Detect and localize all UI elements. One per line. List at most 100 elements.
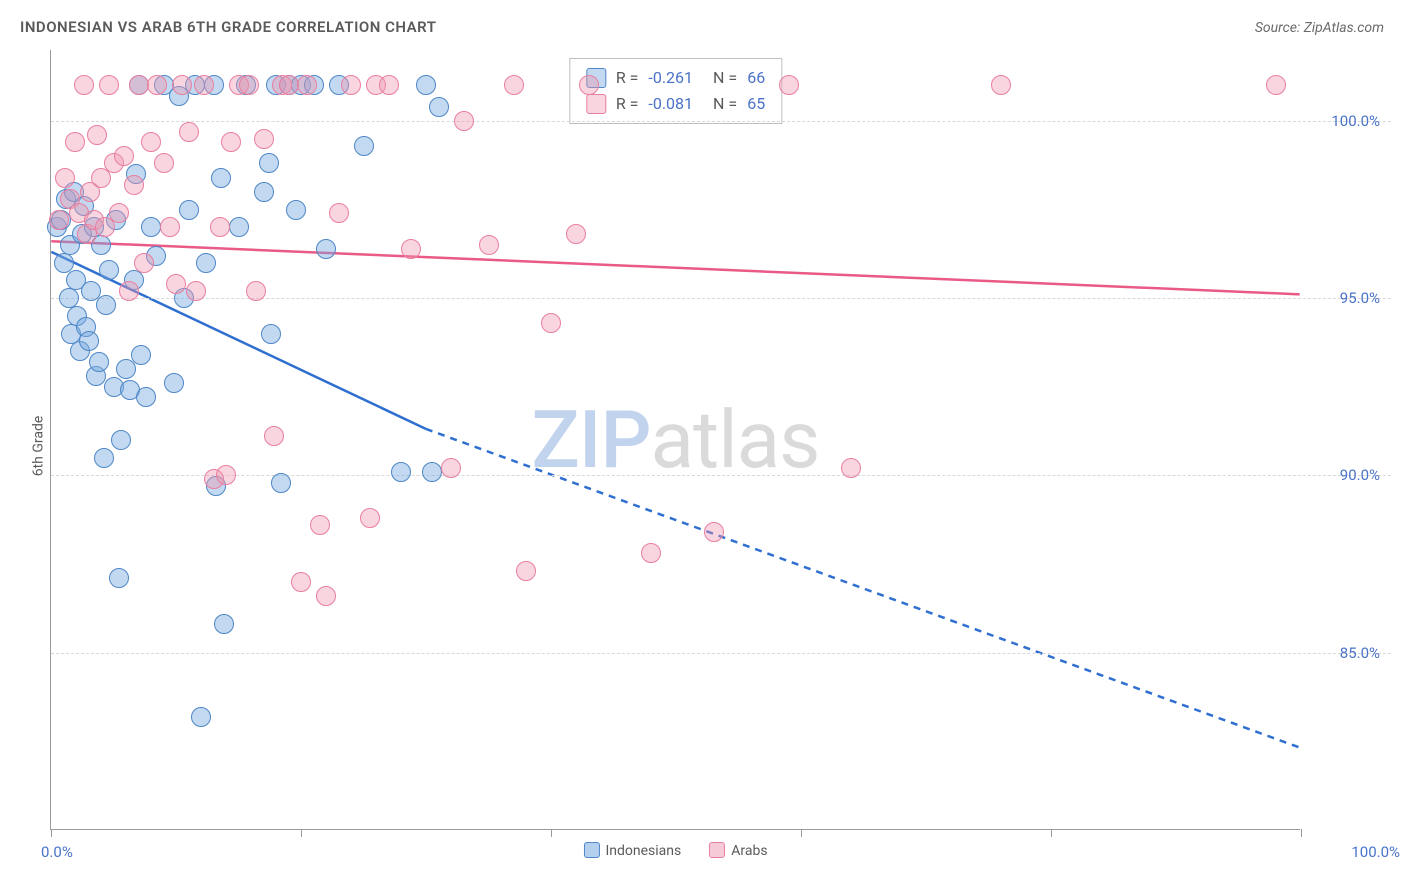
arabs-marker: [55, 168, 75, 188]
indonesians-marker: [429, 97, 449, 117]
arabs-marker: [246, 281, 266, 301]
x-axis-max-label: 100.0%: [1310, 843, 1400, 861]
arabs-marker: [401, 239, 421, 259]
arabs-marker: [779, 75, 799, 95]
arabs-marker: [74, 75, 94, 95]
indonesians-marker: [229, 217, 249, 237]
x-axis-min-label: 0.0%: [41, 843, 73, 861]
arabs-marker: [316, 586, 336, 606]
arabs-marker: [264, 426, 284, 446]
arabs-marker: [341, 75, 361, 95]
arabs-marker: [279, 75, 299, 95]
legend-item: Arabs: [709, 842, 767, 859]
arabs-marker: [99, 75, 119, 95]
stats-n-label: N =: [713, 65, 737, 91]
x-tick: [1051, 829, 1052, 837]
indonesians-marker: [214, 614, 234, 634]
indonesians-marker: [416, 75, 436, 95]
stats-row-arabs: R =-0.081N =65: [586, 91, 765, 117]
watermark-zip: ZIP: [532, 393, 651, 487]
arabs-marker: [160, 217, 180, 237]
stats-r-value: -0.261: [648, 65, 693, 91]
indonesians-marker: [316, 239, 336, 259]
x-tick: [801, 829, 802, 837]
arabs-marker: [186, 281, 206, 301]
legend-label: Indonesians: [605, 843, 681, 859]
arabs-marker: [360, 508, 380, 528]
arabs-marker: [297, 75, 317, 95]
arabs-marker: [579, 75, 599, 95]
stats-swatch-icon: [586, 94, 606, 114]
arabs-marker: [172, 75, 192, 95]
arabs-trendline-solid: [51, 241, 1299, 294]
arabs-marker: [479, 235, 499, 255]
arabs-marker: [254, 129, 274, 149]
arabs-marker: [216, 465, 236, 485]
y-tick-label: 90.0%: [1310, 466, 1380, 484]
indonesians-trendline-dashed: [426, 429, 1300, 748]
arabs-marker: [991, 75, 1011, 95]
arabs-marker: [310, 515, 330, 535]
arabs-marker: [504, 75, 524, 95]
arabs-marker: [147, 75, 167, 95]
y-axis-label: 6th Grade: [30, 416, 46, 477]
indonesians-marker: [196, 253, 216, 273]
indonesians-marker: [286, 200, 306, 220]
y-tick-label: 95.0%: [1310, 289, 1380, 307]
arabs-marker: [1266, 75, 1286, 95]
indonesians-marker: [422, 462, 442, 482]
x-tick: [301, 829, 302, 837]
correlation-stats-box: R =-0.261N =66R =-0.081N =65: [569, 58, 782, 124]
arabs-marker: [154, 153, 174, 173]
indonesians-marker: [391, 462, 411, 482]
trend-lines-layer: [51, 50, 1300, 829]
indonesians-marker: [79, 331, 99, 351]
stats-r-label: R =: [616, 91, 639, 117]
indonesians-marker: [191, 707, 211, 727]
stats-n-label: N =: [713, 91, 737, 117]
legend-bottom: Indonesians Arabs: [583, 842, 767, 859]
indonesians-marker: [261, 324, 281, 344]
arabs-marker: [166, 274, 186, 294]
arabs-marker: [210, 217, 230, 237]
arabs-marker: [291, 572, 311, 592]
arabs-marker: [65, 132, 85, 152]
arabs-marker: [641, 543, 661, 563]
scatter-plot-area: ZIPatlas R =-0.261N =66R =-0.081N =65 0.…: [50, 50, 1300, 830]
indonesians-marker: [271, 473, 291, 493]
x-tick: [1301, 829, 1302, 837]
y-tick-label: 85.0%: [1310, 644, 1380, 662]
indonesians-marker: [94, 448, 114, 468]
indonesians-marker: [54, 253, 74, 273]
arabs-marker: [141, 132, 161, 152]
watermark-atlas: atlas: [651, 393, 820, 487]
indonesians-marker: [109, 568, 129, 588]
stats-n-value: 66: [747, 65, 765, 91]
indonesians-marker: [259, 153, 279, 173]
arabs-marker: [49, 210, 69, 230]
x-tick: [551, 829, 552, 837]
indonesians-marker: [164, 373, 184, 393]
indonesians-marker: [111, 430, 131, 450]
indonesians-marker: [211, 168, 231, 188]
indonesians-marker: [254, 182, 274, 202]
legend-swatch-icon: [709, 842, 725, 858]
arabs-marker: [566, 224, 586, 244]
arabs-marker: [516, 561, 536, 581]
indonesians-marker: [99, 260, 119, 280]
arabs-marker: [541, 313, 561, 333]
indonesians-marker: [141, 217, 161, 237]
legend-swatch-icon: [583, 842, 599, 858]
arabs-marker: [704, 522, 724, 542]
legend-label: Arabs: [731, 843, 767, 859]
stats-n-value: 65: [747, 91, 765, 117]
arabs-marker: [134, 253, 154, 273]
stats-r-label: R =: [616, 65, 639, 91]
source-attribution: Source: ZipAtlas.com: [1255, 20, 1384, 36]
arabs-marker: [239, 75, 259, 95]
arabs-marker: [124, 175, 144, 195]
arabs-marker: [109, 203, 129, 223]
legend-item: Indonesians: [583, 842, 681, 859]
indonesians-marker: [179, 200, 199, 220]
indonesians-marker: [136, 387, 156, 407]
